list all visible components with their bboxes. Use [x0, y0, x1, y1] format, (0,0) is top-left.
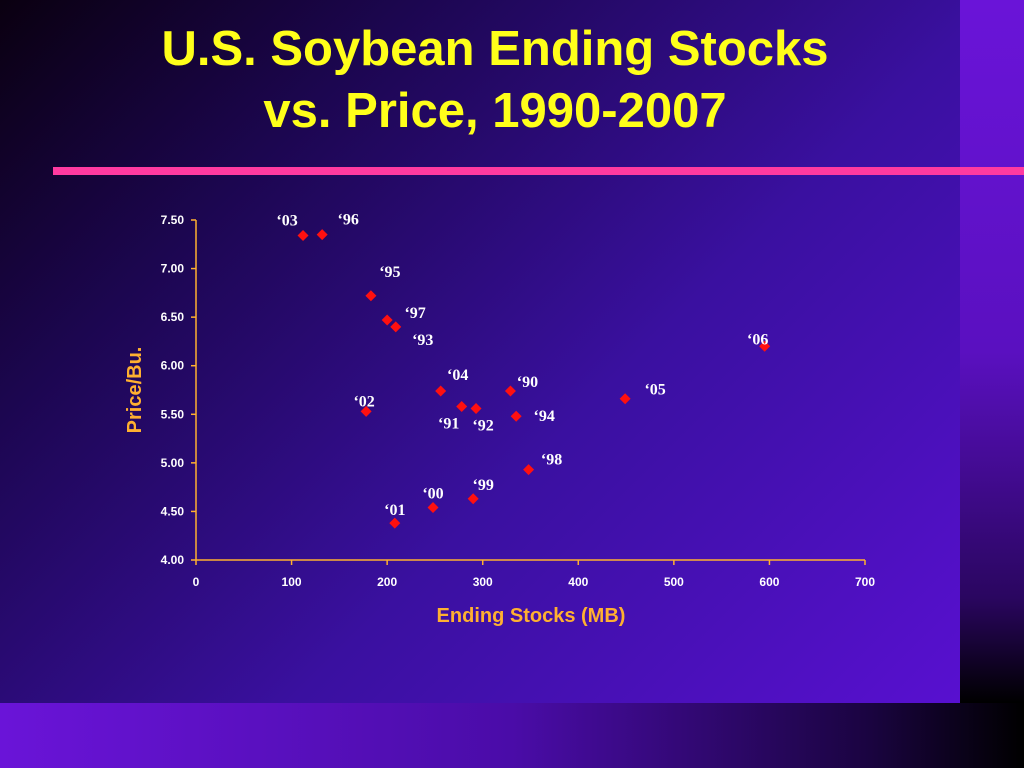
- y-tick-label: 4.00: [161, 553, 185, 567]
- point-label-6: ‘04: [447, 367, 468, 384]
- data-point-0: [297, 230, 309, 242]
- point-label-2: ‘95: [379, 264, 400, 281]
- x-tick-label: 700: [855, 575, 875, 589]
- data-point-10: [456, 401, 468, 413]
- x-tick-label: 500: [664, 575, 684, 589]
- points-layer: [297, 229, 771, 529]
- x-tick-label: 300: [473, 575, 493, 589]
- data-point-9: [360, 405, 372, 417]
- point-label-7: ‘90: [517, 374, 538, 391]
- y-tick-label: 6.00: [161, 359, 185, 373]
- slide-title: U.S. Soybean Ending Stocks vs. Price, 19…: [80, 18, 910, 142]
- point-label-15: ‘00: [422, 486, 443, 503]
- data-point-3: [381, 314, 393, 326]
- data-point-1: [316, 229, 328, 241]
- point-label-9: ‘02: [353, 393, 374, 410]
- point-label-12: ‘94: [534, 408, 555, 425]
- point-label-13: ‘98: [541, 452, 562, 469]
- y-tick-label: 4.50: [161, 504, 185, 518]
- point-label-14: ‘99: [472, 477, 493, 494]
- point-label-0: ‘03: [276, 213, 297, 230]
- title-divider: [53, 167, 1024, 175]
- title-line-2: vs. Price, 1990-2007: [263, 84, 727, 138]
- bottom-decorative-strip: [0, 703, 1024, 768]
- point-label-8: ‘05: [644, 382, 665, 399]
- x-tick-label: 200: [377, 575, 397, 589]
- x-tick-label: 0: [193, 575, 200, 589]
- x-tick-label: 400: [568, 575, 588, 589]
- x-tick-label: 100: [282, 575, 302, 589]
- y-tick-label: 5.50: [161, 407, 185, 421]
- point-labels-layer: ‘03 ‘96 ‘95 ‘97 ‘93 ‘06 ‘04 ‘90 ‘05 ‘02 ‘91 ‘92 ‘94 ‘…: [276, 212, 768, 520]
- point-label-4: ‘93: [412, 332, 433, 349]
- title-line-1: U.S. Soybean Ending Stocks: [161, 22, 829, 76]
- data-point-12: [510, 410, 522, 422]
- point-label-5: ‘06: [747, 331, 768, 348]
- axes-layer: [195, 220, 865, 561]
- point-label-11: ‘92: [472, 417, 493, 434]
- data-point-7: [504, 385, 516, 397]
- point-label-10: ‘91: [438, 416, 459, 433]
- data-point-5: [759, 340, 771, 352]
- data-point-11: [470, 402, 482, 414]
- point-label-3: ‘97: [404, 305, 425, 322]
- y-tick-label: 6.50: [161, 310, 185, 324]
- y-axis-title: Price/Bu.: [124, 347, 146, 434]
- ticks-layer: 4.00 4.50 5.00 5.50 6.00 6.50 7.00 7.50 0 100 200 3…: [161, 213, 876, 589]
- data-point-4: [390, 321, 402, 333]
- data-point-13: [523, 464, 535, 476]
- x-tick-label: 600: [759, 575, 779, 589]
- data-point-8: [619, 393, 631, 405]
- y-tick-label: 7.50: [161, 213, 185, 227]
- data-point-15: [427, 502, 439, 514]
- slide-background: [0, 0, 960, 703]
- point-label-16: ‘01: [384, 502, 405, 519]
- right-decorative-strip: [960, 0, 1024, 703]
- y-tick-label: 7.00: [161, 262, 185, 276]
- point-label-1: ‘96: [337, 212, 358, 229]
- data-point-14: [467, 493, 479, 505]
- x-axis-title: Ending Stocks (MB): [437, 605, 626, 627]
- y-tick-label: 5.00: [161, 456, 185, 470]
- data-point-2: [365, 290, 377, 302]
- data-point-6: [435, 385, 447, 397]
- data-point-16: [389, 517, 401, 529]
